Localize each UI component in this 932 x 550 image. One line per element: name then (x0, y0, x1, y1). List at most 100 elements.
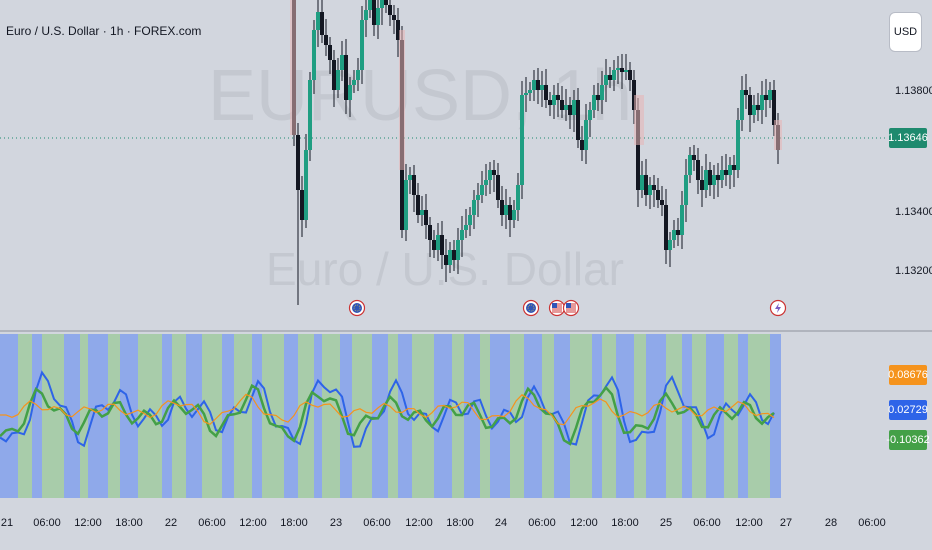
time-tick: 18:00 (611, 517, 639, 529)
candle (648, 177, 652, 209)
candle (332, 50, 336, 107)
candle (692, 145, 696, 171)
candle (552, 85, 556, 119)
candle (380, 0, 384, 25)
candle (712, 165, 716, 199)
candle (384, 0, 388, 13)
symbol-watermark: EURUSD, 1h (208, 56, 632, 136)
indicator-line-green (0, 383, 775, 446)
candle (448, 242, 452, 273)
time-tick: 22 (164, 517, 178, 529)
candle (308, 72, 312, 161)
candle (708, 162, 712, 196)
candle (440, 221, 444, 269)
candle (500, 186, 504, 226)
candle (412, 165, 416, 212)
candle (688, 147, 692, 183)
candle (572, 90, 576, 132)
indicator-zone-blue (554, 334, 570, 498)
candle (472, 190, 476, 229)
time-tick: 18:00 (446, 517, 474, 529)
candle (540, 71, 544, 107)
candle (768, 82, 772, 108)
price-tick: 1.13200 (895, 265, 932, 277)
candle (340, 41, 344, 81)
indicator-zone-blue (706, 334, 724, 498)
indicator-zone-green (602, 334, 616, 498)
eu-flag-icon[interactable] (522, 299, 540, 317)
candle (396, 8, 400, 57)
candle-highlight (634, 95, 644, 145)
candle (640, 161, 644, 198)
candle (408, 167, 412, 194)
current-price-badge: 1.13646 (888, 128, 928, 148)
candle (336, 58, 340, 98)
candle (432, 230, 436, 258)
candle (736, 108, 740, 178)
eu-flag-icon[interactable] (348, 299, 366, 317)
lightning-icon[interactable] (769, 299, 787, 317)
time-tick: 27 (779, 517, 793, 529)
price-tick: 1.13400 (895, 206, 932, 218)
candle (328, 37, 332, 74)
indicator-zone-green (108, 334, 120, 498)
price-tick: 1.13800 (895, 85, 932, 97)
candle (372, 0, 376, 36)
us-flag-icon[interactable] (562, 299, 580, 317)
candle-highlight (290, 0, 296, 135)
candle (716, 163, 720, 197)
time-tick: 06:00 (33, 517, 61, 529)
candle (464, 209, 468, 238)
candle (488, 162, 492, 194)
candle (724, 154, 728, 186)
time-tick: 12:00 (735, 517, 763, 529)
indicator-zone-green (634, 334, 646, 498)
time-tick: 21 (0, 517, 14, 529)
indicator-zone-green (322, 334, 340, 498)
time-tick: 12:00 (239, 517, 267, 529)
candle (720, 156, 724, 188)
indicator-zone-blue (120, 334, 138, 498)
candle (744, 74, 748, 109)
candle (544, 69, 548, 108)
currency-button[interactable]: USD (889, 12, 922, 52)
candle (672, 220, 676, 248)
indicator-value-green: -0.10362 (886, 430, 930, 450)
candle (528, 82, 532, 101)
candle (576, 88, 580, 148)
event-markers (348, 299, 787, 317)
indicator-zone-blue (252, 334, 262, 498)
candle (616, 56, 620, 84)
time-tick: 25 (659, 517, 673, 529)
indicator-zones (0, 334, 781, 498)
candle (496, 163, 500, 208)
symbol-title[interactable]: Euro / U.S. Dollar · 1h · FOREX.com (6, 24, 202, 38)
candle (524, 77, 528, 112)
candle (456, 228, 460, 274)
candle (476, 183, 480, 217)
candle (592, 85, 596, 118)
candle (628, 62, 632, 91)
candle (596, 83, 600, 111)
time-tick: 28 (824, 517, 838, 529)
candle (656, 178, 660, 208)
candle (492, 160, 496, 192)
time-tick: 18:00 (115, 517, 143, 529)
indicator-line-orange (0, 393, 775, 426)
candle (348, 77, 352, 117)
candle (668, 232, 672, 267)
time-tick: 18:00 (280, 517, 308, 529)
candle (704, 154, 708, 198)
candle (764, 79, 768, 117)
candle (644, 159, 648, 206)
candle (680, 191, 684, 249)
candle (468, 207, 472, 236)
candle-highlight (399, 30, 405, 170)
us-flag-icon[interactable] (548, 299, 566, 317)
time-tick: 23 (329, 517, 343, 529)
indicator-zone-blue (464, 334, 480, 498)
candle (324, 19, 328, 56)
candle (304, 134, 308, 228)
candle (532, 70, 536, 101)
